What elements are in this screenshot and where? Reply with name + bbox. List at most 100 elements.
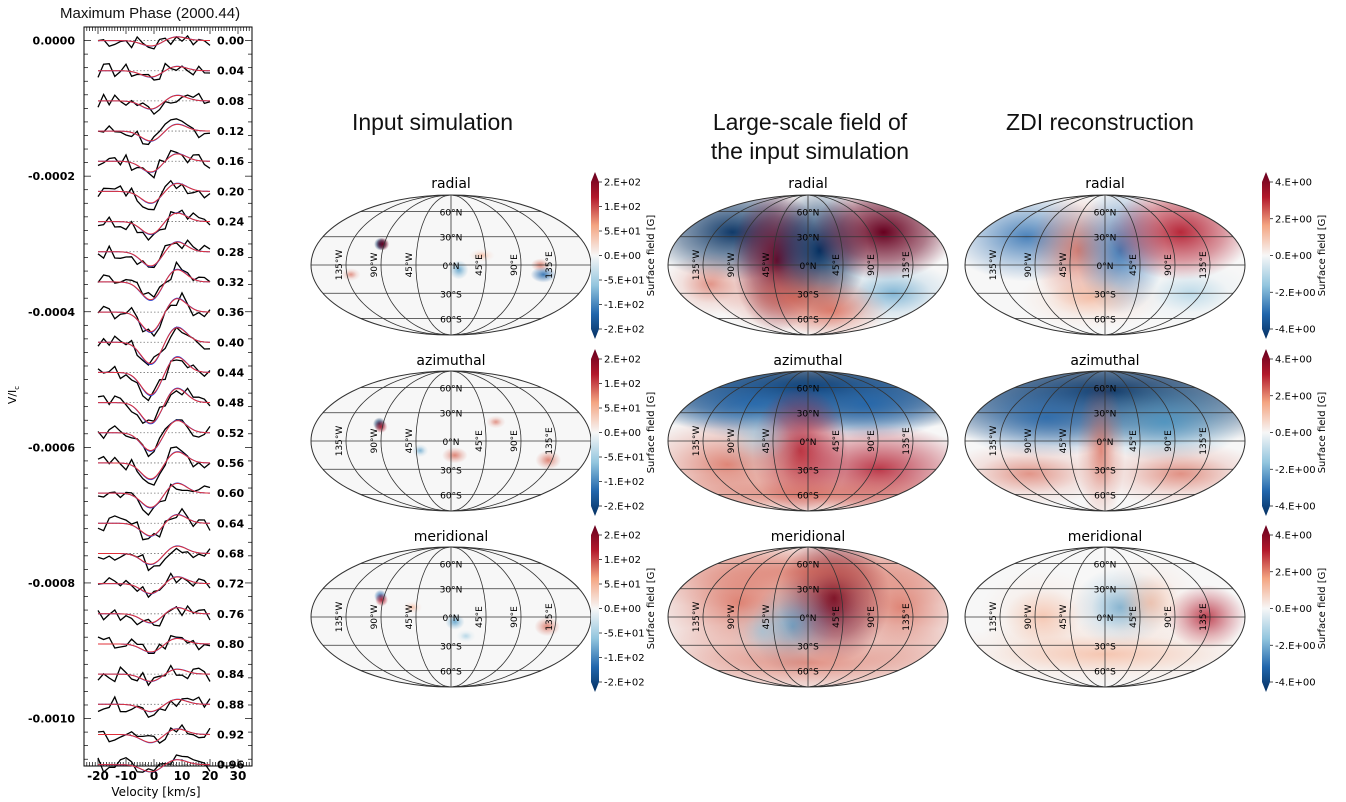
phase-label: 0.68	[217, 547, 244, 560]
observed-profile	[97, 547, 211, 572]
row-label-meridional: meridional	[414, 529, 489, 545]
longitude-label: 45°E	[1129, 254, 1139, 276]
latitude-label: 60°N	[440, 561, 463, 571]
field-blob	[713, 396, 810, 477]
longitude-label: 90°W	[370, 604, 380, 629]
meridian-line	[807, 547, 914, 687]
phase-label: 0.92	[217, 728, 244, 741]
phase-label: 0.20	[217, 185, 244, 198]
meridian-line	[450, 195, 522, 335]
latitude-label: 30°N	[1094, 410, 1117, 420]
meridian-line	[1034, 547, 1106, 687]
longitude-label: 90°W	[727, 604, 737, 629]
model-profile-red	[98, 356, 210, 396]
colorbar-tick-label: -2.E+00	[1275, 465, 1316, 476]
latitude-label: 30°N	[797, 234, 820, 244]
colorbar-input-0	[591, 172, 599, 339]
meridian-line	[450, 371, 557, 511]
colorbar-tick-label: -2.E+02	[604, 502, 645, 513]
latitude-label: 60°S	[1094, 491, 1116, 501]
longitude-label: 45°W	[762, 428, 772, 453]
latitude-label: 60°S	[440, 491, 462, 501]
longitude-label: 135°E	[545, 603, 555, 631]
longitude-label: 90°W	[1024, 604, 1034, 629]
longitude-label: 45°W	[1059, 428, 1069, 453]
colorbar-tick-label: 0.E+00	[1275, 604, 1312, 615]
model-profile-red	[98, 66, 210, 78]
map-outline	[667, 546, 949, 688]
meridian-line	[1104, 195, 1176, 335]
longitude-label: 90°E	[867, 430, 877, 452]
longitude-label: 90°E	[1164, 430, 1174, 452]
colorbar-tick-label: 2.E+02	[604, 178, 641, 189]
longitude-label: 90°W	[727, 252, 737, 277]
title-input-simulation: Input simulation	[351, 109, 514, 135]
latitude-label: 30°N	[440, 586, 463, 596]
meridian-line	[1104, 371, 1176, 511]
longitude-label: 90°W	[1024, 428, 1034, 453]
phase-label: 0.56	[217, 457, 244, 470]
field-blob	[445, 613, 465, 630]
longitude-label: 45°W	[405, 428, 415, 453]
longitude-label: 45°E	[1129, 430, 1139, 452]
meridian-line	[345, 371, 452, 511]
observed-profile	[97, 695, 211, 719]
meridian-line	[737, 547, 809, 687]
latitude-label: 30°N	[797, 410, 820, 420]
longitude-label: 135°W	[335, 250, 345, 281]
map-input-azimuthal	[311, 371, 591, 511]
meridian-line	[1104, 371, 1211, 511]
colorbar-tick-label: -5.E+01	[604, 276, 645, 287]
model-profile-red	[98, 388, 211, 424]
field-blob	[668, 252, 759, 317]
model-profile-red	[98, 482, 210, 508]
longitude-label: 90°E	[1164, 254, 1174, 276]
colorbar-label: Surface field [G]	[1317, 568, 1328, 650]
colorbar-tick-label: 5.E+01	[604, 227, 641, 238]
latitude-label: 60°N	[797, 385, 820, 395]
map-outline	[964, 194, 1246, 336]
phase-label: 0.48	[217, 397, 244, 410]
longitude-label: 45°E	[832, 430, 842, 452]
model-profile-red	[98, 123, 210, 142]
latitude-label: 0°N	[800, 614, 817, 624]
phase-label: 0.16	[217, 155, 244, 168]
meridian-line	[1069, 547, 1106, 687]
meridian-line	[737, 371, 809, 511]
phase-label: 0.64	[217, 517, 244, 530]
latitude-label: 30°N	[440, 234, 463, 244]
longitude-label: 90°E	[1164, 606, 1174, 628]
phase-label: 0.72	[217, 578, 244, 591]
colorbar-tick-label: 0.E+00	[1275, 428, 1312, 439]
title-zdi-reconstruction: ZDI reconstruction	[1006, 109, 1194, 135]
x-tick-label: 30	[230, 769, 247, 783]
x-tick-label: 0	[150, 769, 158, 783]
phase-label: 0.80	[217, 638, 244, 651]
map-zdi-azimuthal	[965, 371, 1245, 511]
latitude-label: 60°S	[797, 315, 819, 325]
model-profile-red	[98, 451, 210, 480]
colorbar-tick-label: 0.E+00	[604, 251, 641, 262]
map-outline	[964, 546, 1246, 688]
latitude-label: 30°S	[1094, 290, 1116, 300]
colorbar-tick-label: -1.E+02	[604, 477, 645, 488]
meridian-line	[380, 371, 452, 511]
latitude-label: 30°S	[1094, 466, 1116, 476]
longitude-label: 135°W	[989, 426, 999, 457]
longitude-label: 90°W	[1024, 252, 1034, 277]
colorbar-zdi-0	[1262, 172, 1270, 339]
model-profile-red	[98, 668, 210, 682]
meridian-line	[450, 371, 522, 511]
longitude-label: 135°E	[545, 251, 555, 279]
meridian-line	[999, 371, 1106, 511]
map-outline	[667, 370, 949, 512]
colorbar-zdi-2	[1262, 525, 1270, 692]
latitude-label: 0°N	[800, 438, 817, 448]
meridian-line	[450, 547, 522, 687]
model-profile-red	[98, 420, 210, 451]
model-profile-red	[98, 269, 210, 301]
colorbar-label: Surface field [G]	[646, 215, 657, 297]
row-label-meridional: meridional	[771, 529, 846, 545]
map-outline	[964, 370, 1246, 512]
